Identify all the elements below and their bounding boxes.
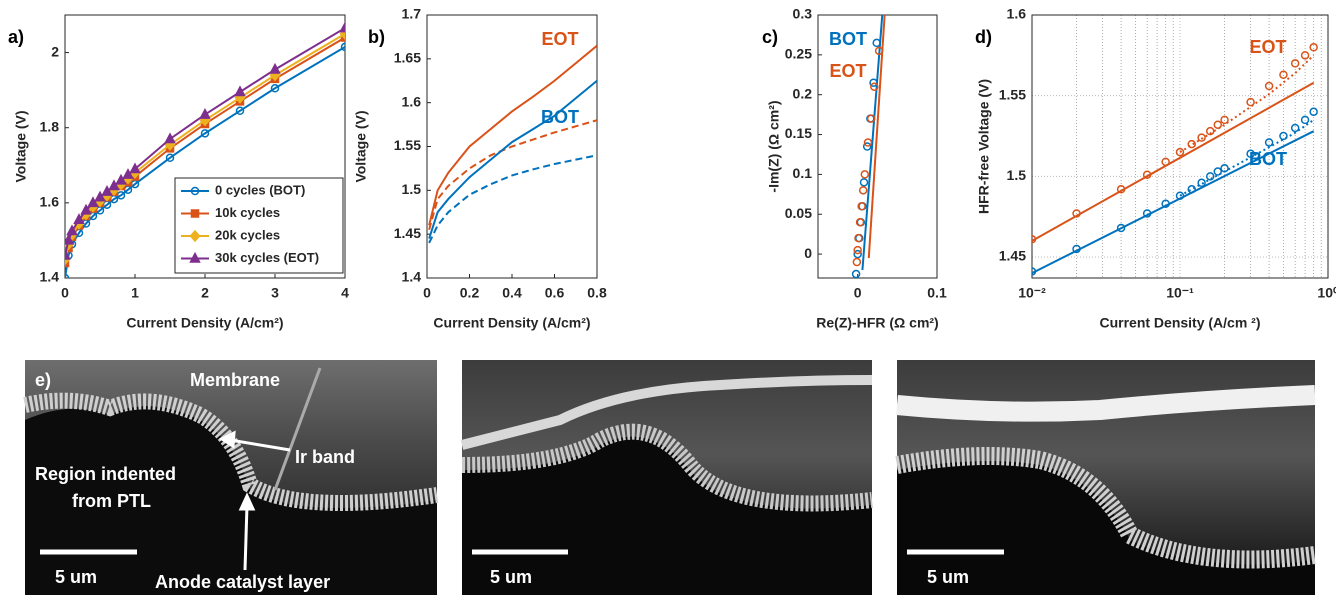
x-tick-label: 0.8 <box>587 285 607 301</box>
panel-label: c) <box>762 27 778 47</box>
x-axis-label: Current Density (A/cm ²) <box>1099 315 1260 331</box>
y-tick-label: 0.05 <box>785 205 812 221</box>
y-axis-label: -Im(Z) (Ω cm²) <box>766 100 782 192</box>
y-tick-label: 1.5 <box>402 181 422 197</box>
y-tick-label: 1.45 <box>999 248 1026 264</box>
x-tick-label: 0.1 <box>927 285 947 301</box>
annotation: from PTL <box>72 491 151 511</box>
y-tick-label: 1.6 <box>1007 6 1027 22</box>
legend-label: 10k cycles <box>215 205 280 220</box>
annotation: Region indented <box>35 464 176 484</box>
annotation: Membrane <box>190 370 280 390</box>
annotation: Ir band <box>295 447 355 467</box>
scale-label: 5 um <box>927 567 969 587</box>
y-tick-label: 2 <box>51 43 59 59</box>
y-tick-label: 1.55 <box>394 137 421 153</box>
y-tick-label: 1.8 <box>40 118 60 134</box>
panel-label: d) <box>975 27 992 47</box>
y-tick-label: 1.65 <box>394 50 421 66</box>
y-tick-label: 1.5 <box>1007 167 1027 183</box>
x-tick-label: 10⁻¹ <box>1166 285 1194 301</box>
annotation: Anode catalyst layer <box>155 572 330 592</box>
annotation: BOT <box>1249 149 1287 169</box>
panel-label: a) <box>8 27 24 47</box>
x-axis-label: Current Density (A/cm²) <box>126 315 283 331</box>
x-axis-label: Current Density (A/cm²) <box>433 315 590 331</box>
y-axis-label: Voltage (V) <box>13 110 29 182</box>
chart: 0 0.1 0 0.05 0.1 0.15 0.2 0.25 0.3 Re(Z)-HFR (Ω c… <box>762 6 947 331</box>
legend-label: 30k cycles (EOT) <box>215 250 319 265</box>
chart: 0 0.2 0.4 0.6 0.8 1.4 1.45 1.5 1.55 1.6 1.65 1.7 Cur… <box>353 6 607 331</box>
y-tick-label: 0.25 <box>785 46 812 62</box>
y-tick-label: 0.2 <box>793 85 813 101</box>
y-tick-label: 1.6 <box>40 194 60 210</box>
y-tick-label: 1.7 <box>402 6 422 22</box>
x-tick-label: 10⁻² <box>1018 285 1046 301</box>
x-tick-label: 0 <box>854 285 862 301</box>
y-axis-label: Voltage (V) <box>353 110 369 182</box>
scale-label: 5 um <box>55 567 97 587</box>
y-tick-label: 0.1 <box>793 165 813 181</box>
annotation: BOT <box>829 29 867 49</box>
y-tick-label: 0.3 <box>793 6 813 22</box>
legend-label: 20k cycles <box>215 227 280 242</box>
legend-marker <box>192 210 199 217</box>
scale-label: 5 um <box>490 567 532 587</box>
x-tick-label: 1 <box>131 285 139 301</box>
y-tick-label: 1.4 <box>402 269 422 285</box>
panel-label: b) <box>368 27 385 47</box>
y-tick-label: 1.4 <box>40 269 60 285</box>
x-axis-label: Re(Z)-HFR (Ω cm²) <box>816 315 938 331</box>
legend-label: 0 cycles (BOT) <box>215 182 305 197</box>
x-tick-label: 4 <box>341 285 349 301</box>
x-tick-label: 0.4 <box>502 285 522 301</box>
x-tick-label: 0.2 <box>460 285 480 301</box>
y-tick-label: 1.45 <box>394 225 421 241</box>
panel-label: e) <box>35 370 51 390</box>
micrograph-3 <box>897 360 1315 595</box>
annotation: EOT <box>541 29 578 49</box>
annotation: BOT <box>541 107 579 127</box>
micrograph-2 <box>462 360 872 595</box>
y-axis-label: HFR-free Voltage (V) <box>976 79 992 214</box>
annotation: EOT <box>829 61 866 81</box>
x-tick-label: 0 <box>61 285 69 301</box>
x-tick-label: 0.6 <box>545 285 565 301</box>
y-tick-label: 0.15 <box>785 125 812 141</box>
figure: e) Membrane Ir band Region indented from… <box>0 0 1336 595</box>
y-tick-label: 1.6 <box>402 93 422 109</box>
x-tick-label: 3 <box>271 285 279 301</box>
x-tick-label: 2 <box>201 285 209 301</box>
annotation: EOT <box>1249 37 1286 57</box>
chart: 10⁻² 10⁻¹ 10⁰ 1.45 1.5 1.55 1.6 Current Density… <box>975 6 1336 331</box>
chart: 0 1 2 3 4 1.4 1.6 1.8 2 Current Density (A/cm²) Vo… <box>8 15 350 331</box>
y-tick-label: 1.55 <box>999 86 1026 102</box>
x-tick-label: 0 <box>423 285 431 301</box>
x-tick-label: 10⁰ <box>1317 285 1336 301</box>
y-tick-label: 0 <box>804 245 812 261</box>
